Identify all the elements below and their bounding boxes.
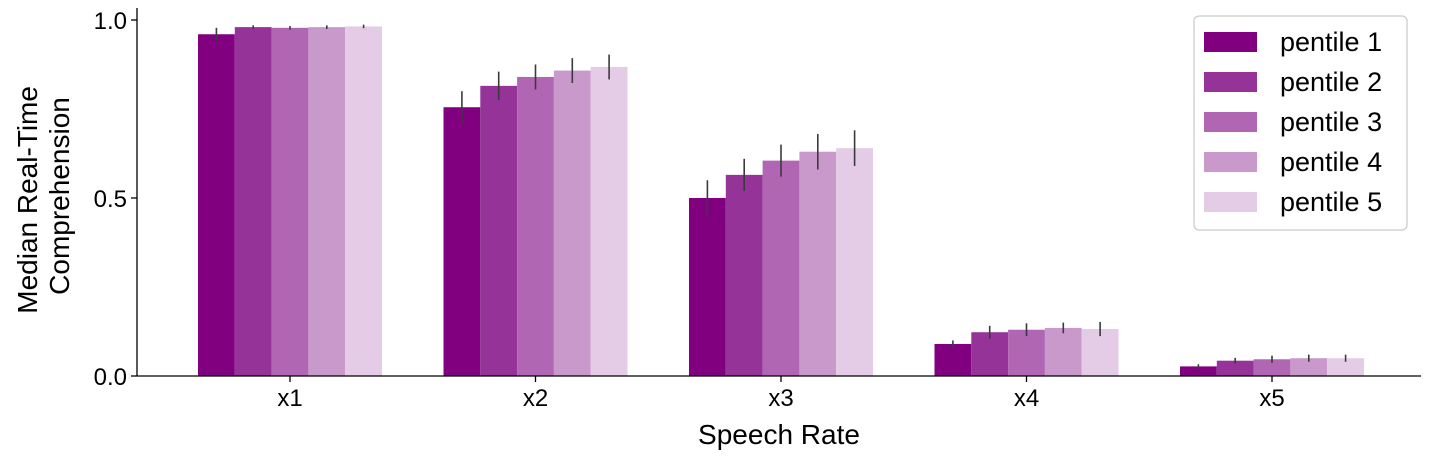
bar-x1-p1 <box>198 34 235 377</box>
y-tick-label: 0.0 <box>94 364 127 391</box>
legend-label: pentile 2 <box>1280 67 1382 97</box>
legend-frame <box>1193 15 1408 231</box>
y-tick-label: 1.0 <box>94 8 127 35</box>
bar-x1-p4 <box>308 27 346 377</box>
bar-x3-p2 <box>725 174 763 376</box>
bar-x5-p1 <box>1180 366 1217 376</box>
bar-x5-p5 <box>1327 358 1364 376</box>
legend-label: pentile 5 <box>1280 187 1382 217</box>
bar-x4-p5 <box>1081 329 1119 376</box>
bar-x4-p2 <box>971 332 1009 376</box>
x-axis-title: Speech Rate <box>698 419 860 450</box>
bar-x1-p3 <box>271 27 309 376</box>
y-axis-title-line-1: Median Real-Time <box>12 86 43 314</box>
legend-swatch <box>1204 32 1257 52</box>
bar-x1-p2 <box>234 27 272 377</box>
bar-x1-p5 <box>345 26 382 377</box>
legend: pentile 1 pentile 2 pentile 3 pentile 4 pent… <box>1193 15 1408 231</box>
legend-swatch <box>1204 112 1257 132</box>
bar-x5-p2 <box>1216 360 1254 376</box>
bar-x2-p3 <box>517 76 554 377</box>
legend-swatch <box>1204 72 1257 92</box>
x-tick-label: x5 <box>1259 385 1284 412</box>
bar-x2-p5 <box>590 66 628 376</box>
bars <box>198 26 1364 377</box>
x-tick-label: x4 <box>1014 385 1039 412</box>
x-tick-label: x2 <box>523 385 548 412</box>
y-ticks: 0.0 0.5 1.0 <box>94 8 137 391</box>
y-axis-title-line-2: Comprehension <box>44 97 75 295</box>
legend-label: pentile 3 <box>1280 107 1382 137</box>
error-bars <box>215 24 1347 369</box>
bar-x4-p3 <box>1008 329 1045 376</box>
y-axis-title: Median Real-Time Comprehension <box>12 78 75 314</box>
legend-swatch <box>1204 152 1257 172</box>
legend-swatch <box>1204 192 1257 212</box>
bar-x4-p1 <box>934 343 972 376</box>
x-ticks: x1 x2 x3 x4 x5 <box>277 376 1285 412</box>
legend-label: pentile 4 <box>1280 147 1382 177</box>
bar-x2-p4 <box>553 70 591 376</box>
bar-x2-p1 <box>443 107 481 376</box>
y-tick-label: 0.5 <box>94 186 127 213</box>
bar-x3-p5 <box>836 148 873 376</box>
bar-x5-p3 <box>1253 359 1291 376</box>
bar-x2-p2 <box>480 85 518 377</box>
bar-x4-p4 <box>1044 327 1082 376</box>
x-tick-label: x1 <box>277 385 302 412</box>
bar-x3-p3 <box>762 160 800 376</box>
bar-x5-p4 <box>1290 358 1328 376</box>
legend-label: pentile 1 <box>1280 27 1382 57</box>
bar-x3-p1 <box>689 198 726 376</box>
bar-x3-p4 <box>799 151 837 376</box>
x-tick-label: x3 <box>768 385 793 412</box>
